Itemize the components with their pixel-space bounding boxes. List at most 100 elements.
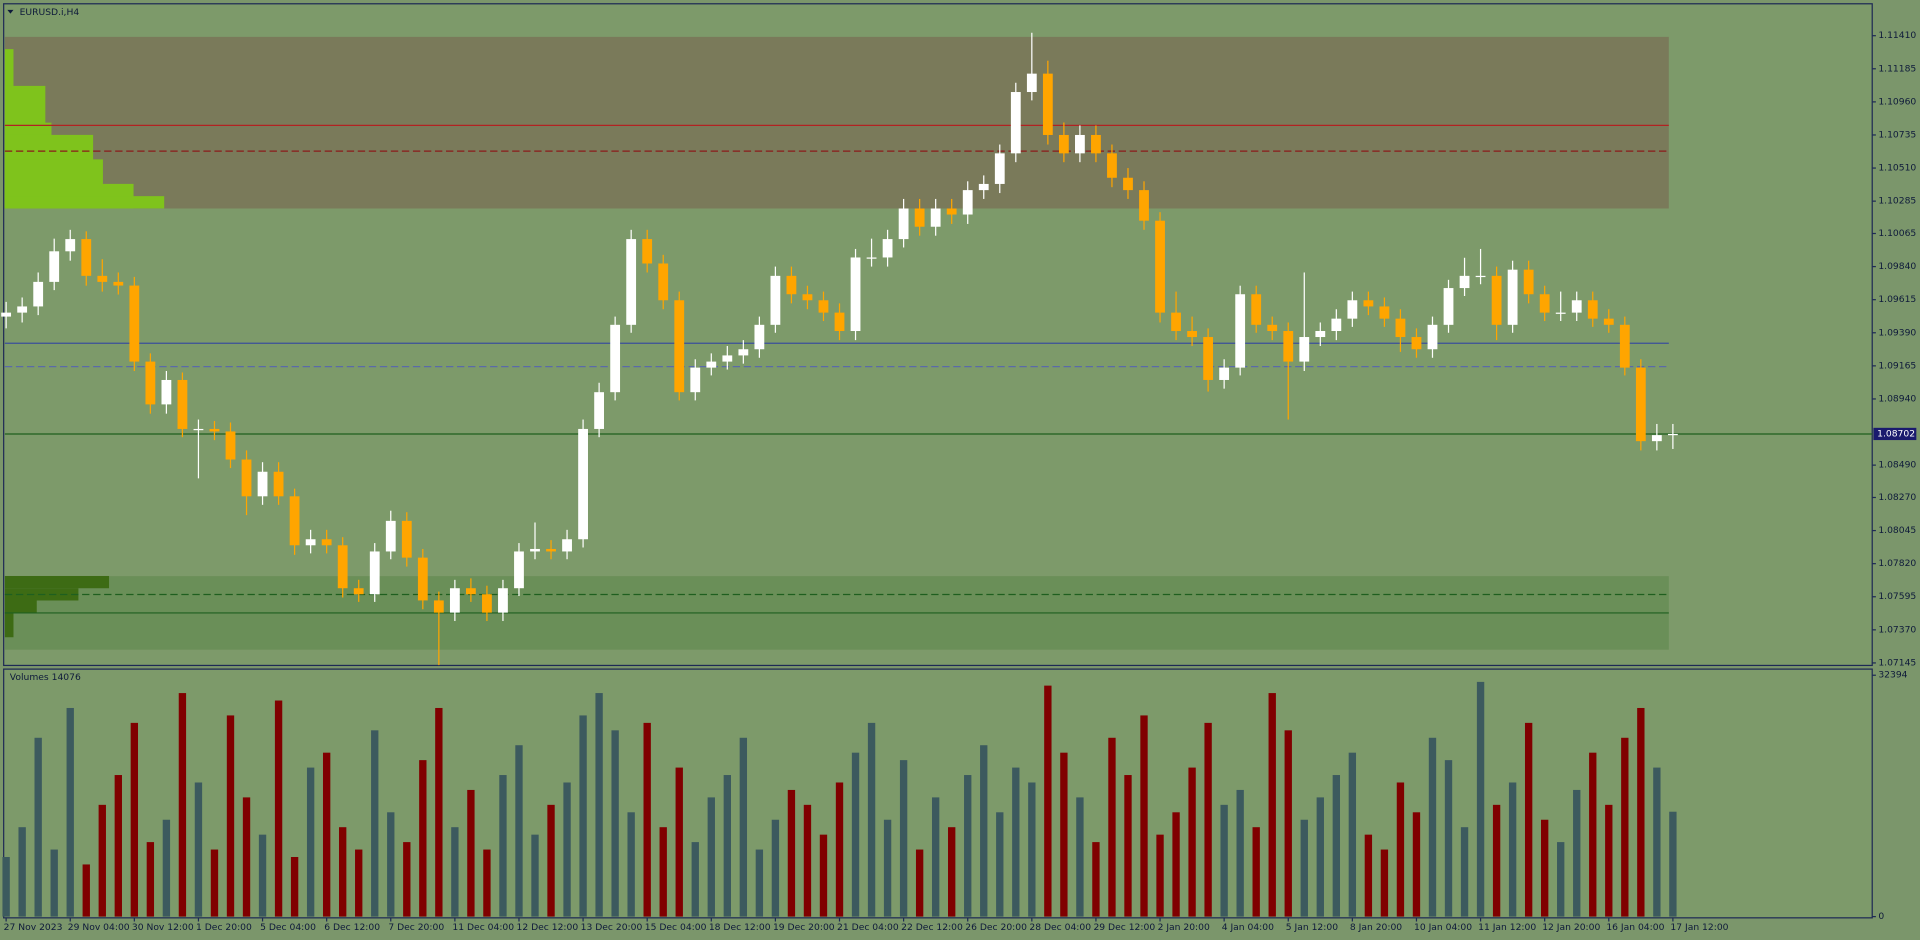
candle-body xyxy=(546,548,556,552)
candle-body xyxy=(1331,318,1342,332)
volume-bar xyxy=(66,707,74,917)
candle-body xyxy=(562,539,572,552)
candle-body xyxy=(946,208,957,215)
candle-body xyxy=(482,594,492,613)
volume-bar xyxy=(1476,681,1485,917)
candle-body xyxy=(738,349,749,356)
x-tick-label: 7 Dec 20:00 xyxy=(388,922,444,933)
y-tick-label: 1.07595 xyxy=(1878,591,1916,602)
volume-bar xyxy=(339,827,347,917)
volume-bar xyxy=(1460,827,1469,917)
volume-bar xyxy=(996,812,1004,917)
candle-body xyxy=(1,312,12,317)
volume-tick-label: 0 xyxy=(1878,911,1884,922)
volume-bar xyxy=(1621,737,1629,917)
candle-body xyxy=(1363,300,1374,307)
y-tick-label: 1.09615 xyxy=(1878,294,1916,305)
volume-bar xyxy=(1605,804,1613,917)
candle-body xyxy=(1251,294,1262,325)
profile-bar xyxy=(4,575,110,589)
candle-body xyxy=(1475,275,1486,278)
volume-bar xyxy=(1204,722,1212,917)
volume-bar xyxy=(1300,819,1308,917)
candle-body xyxy=(594,392,605,429)
candle-body xyxy=(1042,73,1053,135)
x-tick-label: 2 Jan 20:00 xyxy=(1158,922,1210,933)
candle-body xyxy=(49,251,60,282)
volume-bar xyxy=(226,715,235,917)
y-tick-label: 1.07820 xyxy=(1878,558,1916,569)
levels xyxy=(4,124,1873,614)
volume-bar xyxy=(1188,767,1196,917)
volume-bar xyxy=(1492,804,1501,917)
volume-bar xyxy=(1236,789,1244,917)
candle-body xyxy=(1443,288,1454,325)
candle-body xyxy=(129,285,140,362)
candle-body xyxy=(802,294,813,301)
candle-body xyxy=(786,275,797,295)
candle-body xyxy=(834,312,845,332)
candle-body xyxy=(658,263,669,301)
x-tick-label: 4 Jan 04:00 xyxy=(1222,922,1274,933)
volume-bar xyxy=(162,819,171,917)
y-tick-label: 1.07370 xyxy=(1878,624,1916,635)
volume-bar xyxy=(1653,767,1661,917)
volume-bar xyxy=(1589,752,1597,917)
volume-bar xyxy=(451,827,459,917)
volume-bar xyxy=(1332,775,1341,917)
y-tick-label: 1.09165 xyxy=(1878,360,1916,371)
candle-body xyxy=(1507,269,1518,325)
candle-body xyxy=(1587,300,1598,319)
x-tick-label: 21 Dec 04:00 xyxy=(837,922,899,933)
volume-bar xyxy=(1028,782,1036,917)
candle-body xyxy=(321,539,332,546)
candles xyxy=(1,32,1678,666)
volume-bars xyxy=(2,681,1677,917)
candle-body xyxy=(97,275,108,282)
volume-bar xyxy=(899,760,908,917)
candle-body xyxy=(257,471,268,497)
candle-body xyxy=(1523,269,1534,295)
volume-bar xyxy=(1637,707,1645,917)
candle-body xyxy=(65,239,76,252)
volume-bar xyxy=(643,722,651,917)
volume-bar xyxy=(114,775,122,917)
y-tick-label: 1.10960 xyxy=(1878,96,1916,107)
volume-bar xyxy=(146,842,155,917)
volume-bar xyxy=(1124,775,1132,917)
volume-bar xyxy=(242,797,251,917)
x-tick-label: 18 Dec 12:00 xyxy=(709,922,771,933)
candle-body xyxy=(417,557,428,601)
volume-bar xyxy=(1412,812,1421,917)
candle-body xyxy=(754,324,765,350)
volume-bar xyxy=(82,864,90,917)
volume-bar xyxy=(467,789,475,917)
y-tick-label: 1.08940 xyxy=(1878,393,1916,404)
candle-body xyxy=(337,545,348,589)
x-tick-label: 5 Jan 12:00 xyxy=(1286,922,1338,933)
candle-body xyxy=(962,190,973,215)
y-tick-label: 1.10735 xyxy=(1878,129,1916,140)
candle-body xyxy=(1651,435,1662,442)
candle-body xyxy=(145,361,156,405)
volume-bar xyxy=(611,730,619,917)
candle-body xyxy=(241,459,252,497)
candle-body xyxy=(690,367,701,393)
candle-body xyxy=(1107,153,1117,178)
candle-body xyxy=(81,239,92,276)
candle-body xyxy=(706,361,717,368)
y-tick-label: 1.10065 xyxy=(1878,228,1916,239)
candle-body xyxy=(1139,190,1149,221)
candle-body xyxy=(449,588,460,613)
candle-body xyxy=(1379,306,1390,319)
x-tick-label: 16 Jan 04:00 xyxy=(1606,922,1664,933)
volume-bar xyxy=(274,700,283,917)
candle-body xyxy=(1395,318,1406,338)
candle-body xyxy=(1219,367,1230,380)
candle-body xyxy=(1619,324,1630,368)
volume-bar xyxy=(547,804,555,917)
volume-bar xyxy=(1524,722,1533,917)
volume-bar xyxy=(98,804,106,917)
candle-body xyxy=(1091,134,1101,154)
candle-body xyxy=(930,208,941,227)
